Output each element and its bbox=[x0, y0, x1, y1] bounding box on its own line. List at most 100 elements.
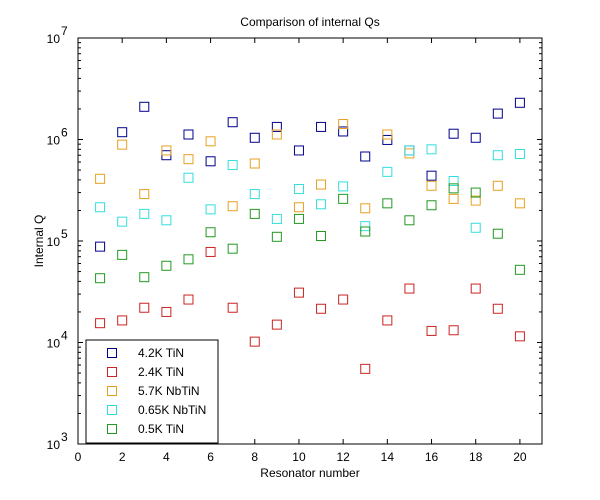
data-point-series-2 bbox=[338, 119, 349, 130]
x-tick-label: 10 bbox=[292, 450, 306, 464]
data-point-series-0 bbox=[316, 121, 327, 132]
data-point-series-2 bbox=[139, 189, 150, 200]
data-point-series-1 bbox=[514, 331, 525, 342]
data-point-series-3 bbox=[316, 199, 327, 210]
data-point-series-4 bbox=[360, 226, 371, 237]
data-point-series-4 bbox=[271, 231, 282, 242]
data-point-series-1 bbox=[95, 318, 106, 329]
data-point-series-3 bbox=[338, 181, 349, 192]
data-point-series-2 bbox=[117, 139, 128, 150]
y-tick-label-exponent: 3 bbox=[61, 430, 68, 444]
data-point-series-3 bbox=[227, 160, 238, 171]
data-point-series-4 bbox=[382, 198, 393, 209]
legend: 4.2K TiN 2.4K TiN 5.7K NbTiN 0.65K NbTiN 0.5… bbox=[85, 339, 219, 444]
data-point-series-2 bbox=[382, 129, 393, 140]
data-point-series-1 bbox=[448, 325, 459, 336]
data-point-series-1 bbox=[382, 315, 393, 326]
data-point-series-4 bbox=[293, 213, 304, 224]
data-point-series-0 bbox=[117, 127, 128, 138]
legend-entry: 2.4K TiN bbox=[138, 365, 184, 379]
data-point-series-0 bbox=[492, 108, 503, 119]
data-point-series-3 bbox=[95, 202, 106, 213]
data-point-series-1 bbox=[205, 246, 216, 257]
data-point-series-0 bbox=[249, 132, 260, 143]
data-point-series-0 bbox=[448, 128, 459, 139]
chart-title: Comparison of internal Qs bbox=[240, 15, 379, 29]
data-point-series-3 bbox=[492, 150, 503, 161]
data-point-series-0 bbox=[360, 151, 371, 162]
legend-marker bbox=[107, 386, 117, 396]
data-point-series-0 bbox=[205, 156, 216, 167]
data-point-series-4 bbox=[470, 187, 481, 198]
data-point-series-2 bbox=[293, 202, 304, 213]
legend-marker bbox=[107, 424, 117, 434]
data-point-series-1 bbox=[227, 302, 238, 313]
data-point-series-3 bbox=[293, 184, 304, 195]
data-point-series-0 bbox=[338, 126, 349, 137]
x-tick-label: 2 bbox=[119, 450, 126, 464]
data-point-series-4 bbox=[249, 208, 260, 219]
data-point-series-2 bbox=[205, 136, 216, 147]
data-point-series-2 bbox=[95, 173, 106, 184]
data-point-series-4 bbox=[227, 243, 238, 254]
data-point-series-3 bbox=[426, 144, 437, 155]
x-axis: 0 2 4 6 8 10 12 14 16 18 20 bbox=[75, 38, 527, 464]
data-point-series-2 bbox=[514, 198, 525, 209]
data-point-series-1 bbox=[117, 315, 128, 326]
data-point-series-4 bbox=[492, 228, 503, 239]
data-point-series-4 bbox=[404, 215, 415, 226]
data-point-series-0 bbox=[271, 121, 282, 132]
y-tick-label-exponent: 4 bbox=[61, 329, 68, 343]
data-point-series-1 bbox=[492, 303, 503, 314]
data-point-series-0 bbox=[293, 145, 304, 156]
legend-entry: 0.65K NbTiN bbox=[138, 403, 206, 417]
data-point-series-3 bbox=[470, 222, 481, 233]
data-point-series-1 bbox=[426, 325, 437, 336]
y-tick-label-base: 10 bbox=[47, 32, 61, 46]
data-point-series-2 bbox=[183, 154, 194, 165]
data-point-series-1 bbox=[161, 306, 172, 317]
data-point-series-1 bbox=[249, 336, 260, 347]
data-point-series-0 bbox=[514, 97, 525, 108]
data-point-series-1 bbox=[360, 363, 371, 374]
x-axis-title: Resonator number bbox=[260, 466, 359, 480]
data-point-series-3 bbox=[161, 215, 172, 226]
data-point-series-1 bbox=[404, 283, 415, 294]
data-point-series-4 bbox=[316, 231, 327, 242]
data-point-series-2 bbox=[316, 179, 327, 190]
x-tick-label: 18 bbox=[469, 450, 483, 464]
legend-entry: 5.7K NbTiN bbox=[138, 384, 200, 398]
data-point-series-3 bbox=[249, 189, 260, 200]
x-tick-label: 6 bbox=[207, 450, 214, 464]
data-point-series-2 bbox=[470, 195, 481, 206]
data-point-series-3 bbox=[448, 176, 459, 187]
y-tick-label-base: 10 bbox=[47, 134, 61, 148]
legend-marker bbox=[107, 348, 117, 358]
legend-entry: 4.2K TiN bbox=[138, 346, 184, 360]
data-point-series-3 bbox=[117, 216, 128, 227]
data-point-series-1 bbox=[338, 294, 349, 305]
data-point-series-4 bbox=[95, 273, 106, 284]
data-point-series-4 bbox=[161, 260, 172, 271]
x-tick-label: 0 bbox=[75, 450, 82, 464]
data-point-series-3 bbox=[404, 145, 415, 156]
data-point-series-1 bbox=[470, 283, 481, 294]
data-point-series-1 bbox=[293, 287, 304, 298]
data-point-series-3 bbox=[205, 204, 216, 215]
data-point-series-0 bbox=[227, 117, 238, 128]
data-point-series-0 bbox=[426, 170, 437, 181]
data-point-series-3 bbox=[183, 172, 194, 183]
data-point-series-0 bbox=[139, 101, 150, 112]
y-tick-label-base: 10 bbox=[47, 337, 61, 351]
x-tick-label: 20 bbox=[513, 450, 527, 464]
data-point-series-0 bbox=[382, 134, 393, 145]
data-points bbox=[95, 97, 525, 374]
data-point-series-3 bbox=[382, 166, 393, 177]
y-tick-label-exponent: 5 bbox=[61, 227, 68, 241]
data-point-series-2 bbox=[271, 129, 282, 140]
data-point-series-3 bbox=[360, 221, 371, 232]
legend-marker bbox=[107, 405, 117, 415]
data-point-series-4 bbox=[514, 264, 525, 275]
